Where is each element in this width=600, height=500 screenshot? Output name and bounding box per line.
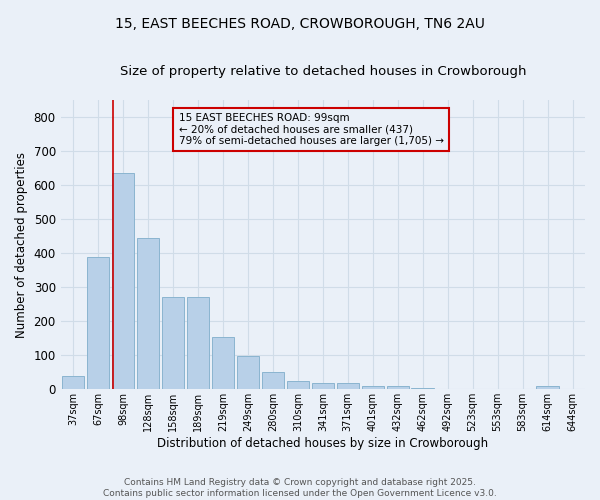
Bar: [536, 386, 559, 390]
Bar: [386, 386, 409, 390]
Bar: [337, 383, 359, 390]
Text: Contains HM Land Registry data © Crown copyright and database right 2025.
Contai: Contains HM Land Registry data © Crown c…: [103, 478, 497, 498]
Text: 15, EAST BEECHES ROAD, CROWBOROUGH, TN6 2AU: 15, EAST BEECHES ROAD, CROWBOROUGH, TN6 …: [115, 18, 485, 32]
Bar: [137, 238, 159, 390]
Bar: [287, 381, 309, 390]
Bar: [362, 386, 384, 390]
Bar: [187, 298, 209, 390]
X-axis label: Distribution of detached houses by size in Crowborough: Distribution of detached houses by size …: [157, 437, 488, 450]
Bar: [236, 356, 259, 390]
Bar: [436, 388, 459, 390]
Y-axis label: Number of detached properties: Number of detached properties: [15, 152, 28, 338]
Bar: [311, 383, 334, 390]
Bar: [112, 173, 134, 390]
Bar: [212, 336, 234, 390]
Bar: [262, 372, 284, 390]
Title: Size of property relative to detached houses in Crowborough: Size of property relative to detached ho…: [119, 65, 526, 78]
Bar: [62, 376, 85, 390]
Bar: [162, 298, 184, 390]
Bar: [561, 388, 584, 390]
Bar: [87, 256, 109, 390]
Bar: [487, 388, 509, 390]
Bar: [412, 388, 434, 390]
Bar: [511, 388, 534, 390]
Text: 15 EAST BEECHES ROAD: 99sqm
← 20% of detached houses are smaller (437)
79% of se: 15 EAST BEECHES ROAD: 99sqm ← 20% of det…: [179, 113, 443, 146]
Bar: [461, 388, 484, 390]
